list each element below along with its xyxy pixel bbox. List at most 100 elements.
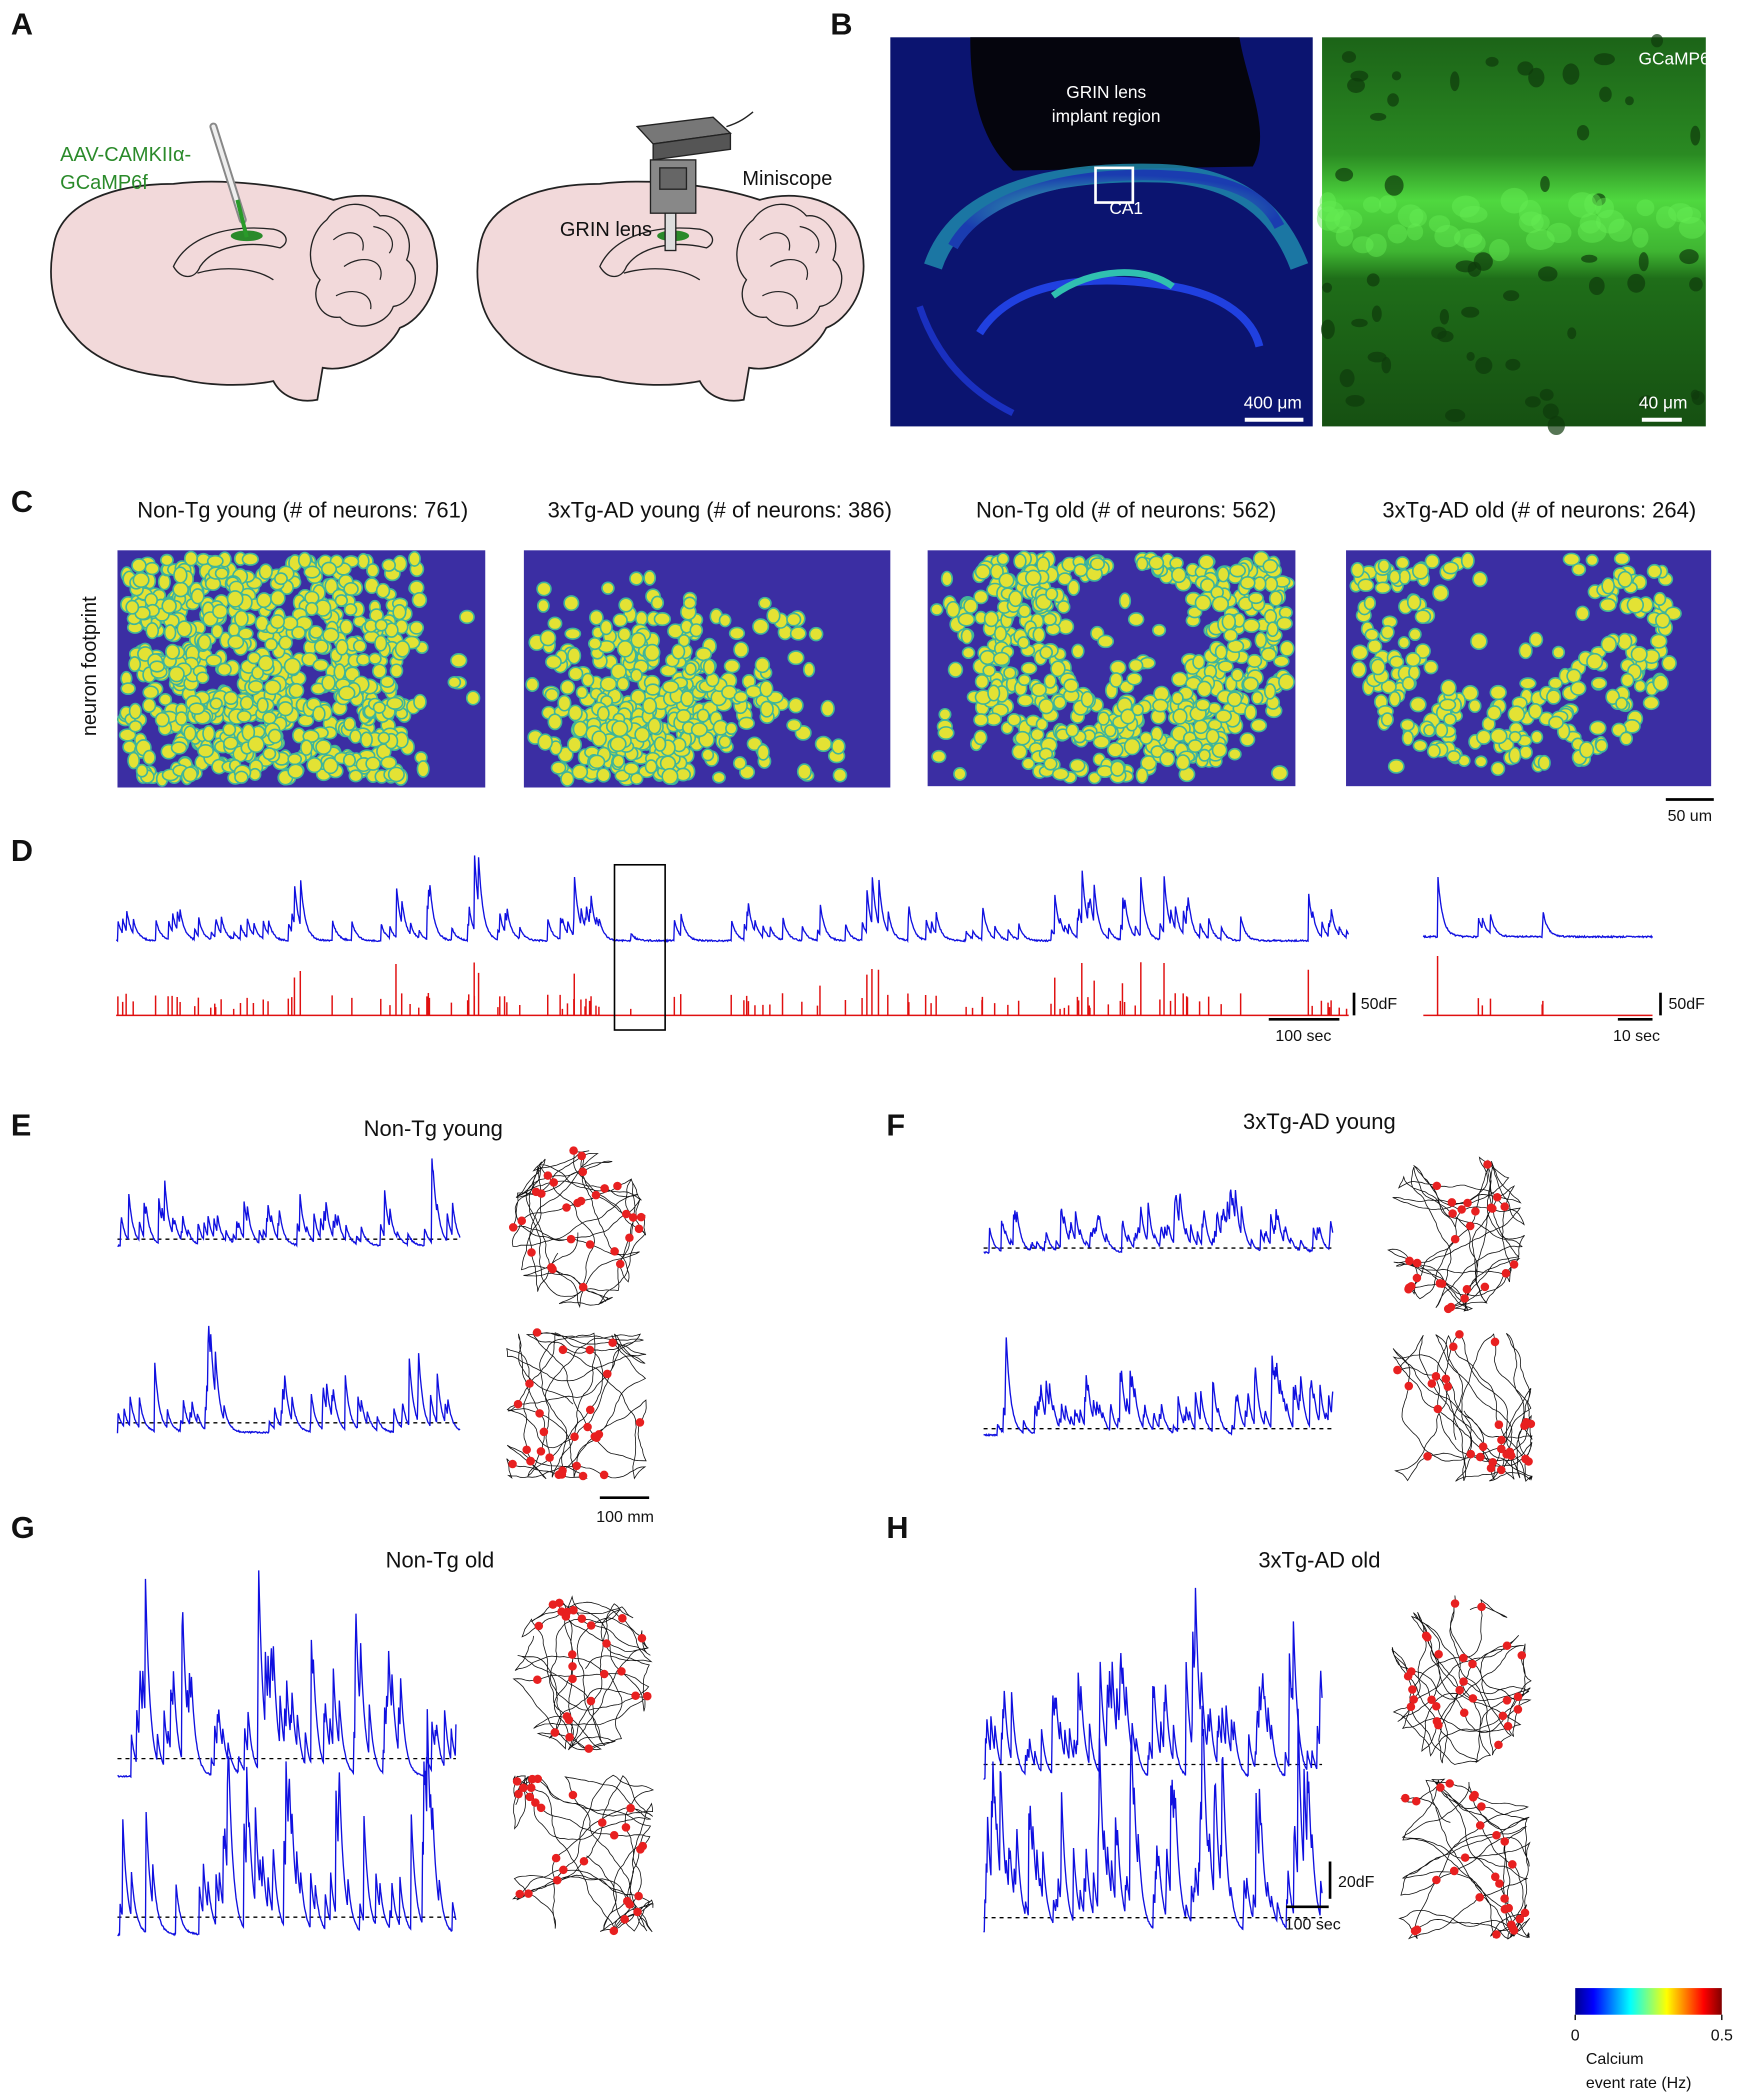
neuron	[159, 553, 174, 567]
neuron	[1073, 563, 1088, 578]
scale-label: 50 um	[1668, 808, 1712, 825]
neuron	[1423, 659, 1439, 675]
ventricle	[197, 268, 274, 281]
neuron	[1221, 613, 1236, 631]
neuron	[630, 668, 643, 683]
brain-diagram	[50, 180, 439, 402]
cell	[1567, 327, 1577, 340]
label: GRIN lens	[560, 219, 652, 241]
neuron	[696, 708, 710, 723]
neuron	[1135, 556, 1149, 572]
neuron	[746, 736, 763, 752]
neuron	[1193, 719, 1209, 735]
event-dot	[1502, 1641, 1512, 1651]
cell	[1371, 305, 1382, 323]
neuron	[1443, 713, 1457, 727]
neuron	[1507, 705, 1526, 723]
event-dot	[586, 1696, 596, 1706]
event-dot	[1393, 1365, 1402, 1375]
neuron	[1042, 612, 1057, 627]
calcium-trace	[116, 855, 1350, 944]
group-title: Non-Tg old	[386, 1547, 495, 1572]
neuron	[1613, 552, 1631, 566]
neuron	[416, 760, 430, 778]
event-dot	[628, 1213, 638, 1222]
neuron	[348, 769, 363, 783]
neuron	[1038, 698, 1055, 715]
cell-texture	[1316, 33, 1706, 436]
hippocampus	[599, 227, 714, 278]
event-dot	[1492, 1830, 1501, 1840]
event-dot	[535, 1409, 544, 1418]
brain-diagram	[476, 180, 865, 402]
neuron	[297, 714, 315, 728]
neuron	[1400, 718, 1415, 732]
neuron	[1097, 634, 1115, 649]
neuron	[127, 751, 141, 770]
neuron	[1363, 595, 1377, 611]
cell	[1651, 33, 1664, 48]
neuron	[787, 650, 805, 666]
neuron	[1043, 756, 1058, 771]
neuron	[1395, 556, 1410, 570]
cell	[1632, 227, 1649, 248]
scale-label: 50dF	[1361, 996, 1398, 1013]
event-dot	[1411, 1796, 1421, 1806]
neuron	[1388, 690, 1401, 708]
cell	[1335, 225, 1354, 247]
neuron	[1030, 682, 1047, 698]
event-dot	[1460, 1853, 1470, 1862]
trajectory	[1387, 1156, 1525, 1312]
neuron	[374, 634, 388, 652]
event-dot	[621, 1209, 631, 1219]
event-dot	[613, 1181, 622, 1191]
neuron	[222, 722, 237, 737]
event-dot	[526, 1783, 536, 1793]
event-dot	[513, 1399, 523, 1409]
event-dot	[1409, 1695, 1418, 1704]
neuron	[1405, 651, 1421, 668]
cell	[1678, 216, 1706, 239]
neuron	[322, 757, 339, 775]
neuron	[291, 625, 306, 640]
neuron	[1397, 636, 1411, 650]
neuron	[300, 739, 313, 756]
calcium-trace	[117, 1570, 457, 1779]
neuron	[525, 677, 540, 692]
cerebellum	[736, 203, 843, 327]
label: GRIN lens	[1066, 82, 1146, 102]
event-dot	[539, 1427, 549, 1437]
cell	[1370, 112, 1387, 121]
neuron	[1617, 570, 1633, 588]
event-dot	[1498, 1711, 1508, 1721]
event-dot	[1432, 1875, 1441, 1885]
cell	[1595, 197, 1614, 219]
neuron	[596, 705, 610, 722]
neuron	[1271, 765, 1289, 782]
cell	[1528, 67, 1545, 88]
neuron	[1442, 561, 1460, 575]
event-dot	[1448, 1209, 1457, 1218]
cell	[1475, 356, 1493, 375]
cell	[1439, 309, 1450, 325]
event-dot	[1500, 1837, 1509, 1846]
neuron	[173, 566, 188, 584]
neuron	[1087, 771, 1102, 785]
neuron	[1067, 579, 1081, 597]
event-dot	[1500, 1202, 1509, 1211]
event-dot	[1508, 1860, 1517, 1869]
neuron	[1118, 592, 1132, 610]
neuron	[1214, 644, 1228, 660]
event-dot	[531, 1798, 540, 1807]
cell	[1592, 193, 1606, 206]
neuron	[374, 618, 388, 632]
event-dot	[634, 1891, 643, 1901]
cell	[1588, 276, 1605, 296]
cell	[1459, 205, 1488, 223]
event-dot	[578, 1167, 588, 1177]
neuron	[239, 695, 254, 711]
event-dot	[1436, 1783, 1445, 1792]
neuron	[1380, 712, 1394, 727]
neuron	[1020, 661, 1038, 675]
event-dot	[1423, 1633, 1432, 1642]
